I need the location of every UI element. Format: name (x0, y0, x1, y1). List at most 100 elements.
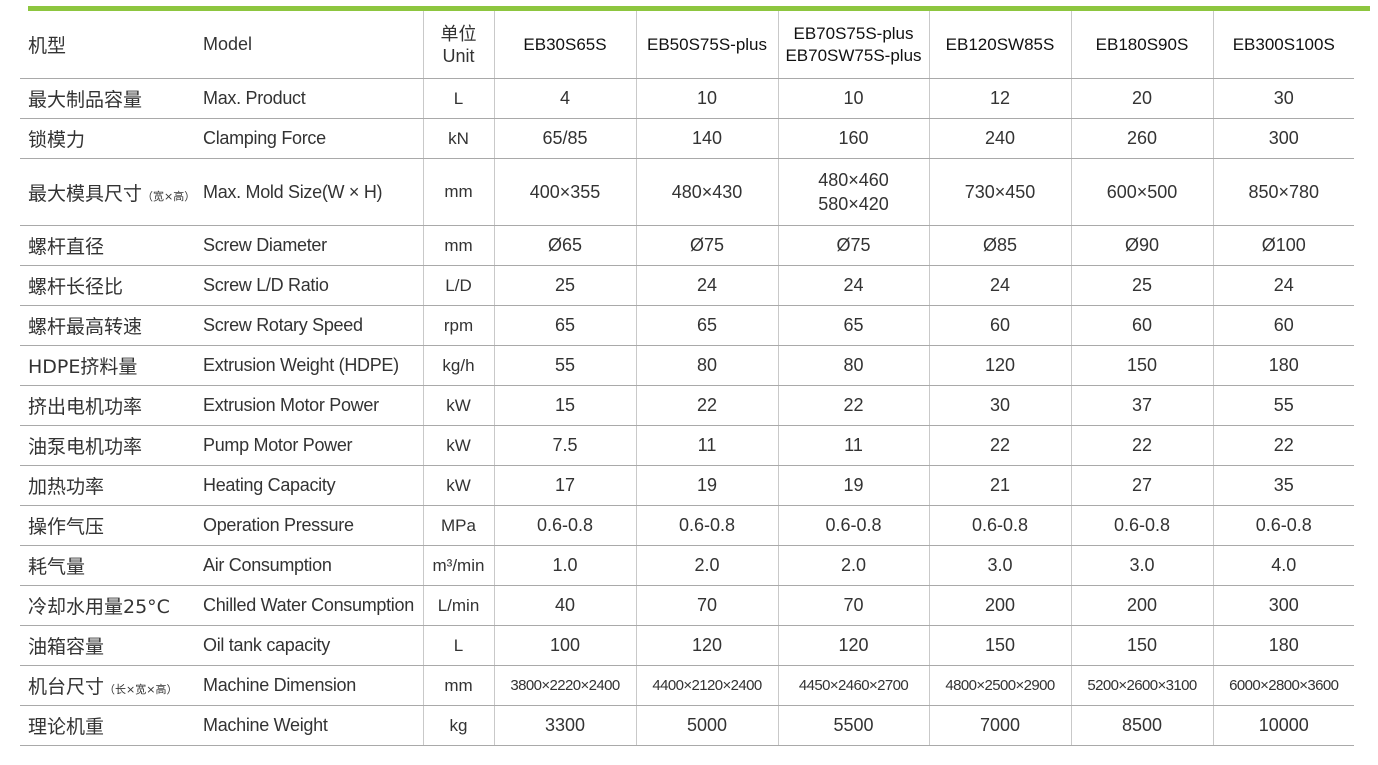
row-value: 19 (777, 465, 929, 506)
row-label-cn: 锁模力 (20, 118, 197, 159)
row-value: 2.0 (777, 545, 929, 586)
header-unit-cn: 单位 (440, 23, 477, 44)
row-value: 22 (1212, 425, 1354, 466)
table-row: 冷却水用量25°C Chilled Water Consumption L/min 4… (20, 585, 1354, 626)
row-value: 10 (635, 78, 778, 119)
header-row: 机型 Model 单位 Unit EB30S65S EB50S75S-plus … (20, 11, 1354, 79)
row-value: 600×500 (1070, 158, 1213, 226)
row-value: 180 (1212, 625, 1354, 666)
row-unit: L/min (422, 585, 494, 626)
row-value: 120 (635, 625, 778, 666)
table-row: 耗气量 Air Consumption m³/min 1.0 2.0 2.0 3.0 3.0 4… (20, 545, 1354, 586)
row-value: 70 (635, 585, 778, 626)
row-value: 4400×2120×2400 (635, 665, 778, 706)
row-value: 65 (493, 305, 636, 346)
row-value: 22 (928, 425, 1071, 466)
row-value: 200 (928, 585, 1071, 626)
table-row: 挤出电机功率 Extrusion Motor Power kW 15 22 22 30 37 5… (20, 385, 1354, 426)
table-row: 操作气压 Operation Pressure MPa 0.6-0.8 0.6-0.8 0… (20, 505, 1354, 546)
spec-table: 机型 Model 单位 Unit EB30S65S EB50S75S-plus … (20, 11, 1354, 746)
row-value: 55 (1212, 385, 1354, 426)
row-value: 21 (928, 465, 1071, 506)
table-row: 螺杆长径比 Screw L/D Ratio L/D 25 24 24 24 25 24 (20, 265, 1354, 306)
row-label-en: Chilled Water Consumption (197, 585, 423, 626)
row-unit: L (422, 78, 494, 119)
row-value: 480×460 580×420 (777, 158, 929, 226)
header-model-1: EB30S65S (493, 11, 636, 79)
row-label-cn: 油箱容量 (20, 625, 197, 666)
row-value: 4450×2460×2700 (777, 665, 929, 706)
row-value: 60 (928, 305, 1071, 346)
row-value: 12 (928, 78, 1071, 119)
row-unit: kW (422, 465, 494, 506)
header-unit-en: Unit (442, 45, 475, 66)
row-value: Ø75 (777, 225, 929, 266)
row-label-cn: 操作气压 (20, 505, 197, 546)
row-value: 25 (1070, 265, 1213, 306)
row-label-cn: 最大制品容量 (20, 78, 197, 119)
row-value: 240 (928, 118, 1071, 159)
row-value: 260 (1070, 118, 1213, 159)
row-value: 180 (1212, 345, 1354, 386)
row-value: 55 (493, 345, 636, 386)
row-value: 0.6-0.8 (777, 505, 929, 546)
header-model-cn: 机型 (20, 11, 197, 79)
table-row: 理论机重 Machine Weight kg 3300 5000 5500 7000 8500… (20, 705, 1354, 746)
table-row: 油箱容量 Oil tank capacity L 100 120 120 150 150 180 (20, 625, 1354, 666)
row-value: 0.6-0.8 (493, 505, 636, 546)
row-unit: L/D (422, 265, 494, 306)
row-value: 200 (1070, 585, 1213, 626)
row-value: 0.6-0.8 (1212, 505, 1354, 546)
row-value: 100 (493, 625, 636, 666)
row-value: Ø85 (928, 225, 1071, 266)
row-label-en: Max. Mold Size(W × H) (197, 158, 423, 226)
row-unit: MPa (422, 505, 494, 546)
row-value: 150 (928, 625, 1071, 666)
row-value: 80 (635, 345, 778, 386)
row-value: 140 (635, 118, 778, 159)
table-row: HDPE挤料量 Extrusion Weight (HDPE) kg/h 55 80 80… (20, 345, 1354, 386)
row-value: 0.6-0.8 (928, 505, 1071, 546)
row-label-note: （长×宽×高） (104, 683, 178, 696)
row-label-en: Screw Diameter (197, 225, 423, 266)
row-label-en: Pump Motor Power (197, 425, 423, 466)
row-value: 22 (1070, 425, 1213, 466)
table-row: 锁模力 Clamping Force kN 65/85 140 160 240 260 300 (20, 118, 1354, 159)
header-model-5: EB180S90S (1070, 11, 1213, 79)
row-value: 150 (1070, 345, 1213, 386)
row-value: 3800×2220×2400 (493, 665, 636, 706)
row-value: 150 (1070, 625, 1213, 666)
row-value: Ø90 (1070, 225, 1213, 266)
table-row: 油泵电机功率 Pump Motor Power kW 7.5 11 11 22 22 22 (20, 425, 1354, 466)
row-value: 3.0 (1070, 545, 1213, 586)
header-unit: 单位 Unit (422, 11, 494, 79)
row-value: 11 (777, 425, 929, 466)
row-label-cn: 螺杆直径 (20, 225, 197, 266)
row-value: 120 (928, 345, 1071, 386)
row-label-en: Screw Rotary Speed (197, 305, 423, 346)
row-value: 24 (1212, 265, 1354, 306)
row-value: 11 (635, 425, 778, 466)
row-value: 850×780 (1212, 158, 1354, 226)
row-value: Ø75 (635, 225, 778, 266)
row-value: 40 (493, 585, 636, 626)
row-value: 7.5 (493, 425, 636, 466)
row-value: 480×430 (635, 158, 778, 226)
row-value: 5500 (777, 705, 929, 746)
row-unit: kg/h (422, 345, 494, 386)
header-model-2: EB50S75S-plus (635, 11, 778, 79)
row-label-cn: 理论机重 (20, 705, 197, 746)
row-value: 27 (1070, 465, 1213, 506)
row-label-cn: 螺杆长径比 (20, 265, 197, 306)
row-unit: m³/min (422, 545, 494, 586)
row-label-cn: HDPE挤料量 (20, 345, 197, 386)
row-value: 24 (928, 265, 1071, 306)
header-model-3: EB70S75S-plus EB70SW75S-plus (777, 11, 929, 79)
row-value: 17 (493, 465, 636, 506)
row-value: 80 (777, 345, 929, 386)
row-label-en: Extrusion Weight (HDPE) (197, 345, 423, 386)
row-value: 22 (635, 385, 778, 426)
row-value: Ø65 (493, 225, 636, 266)
row-label-cn: 最大模具尺寸（宽×高） (20, 158, 197, 226)
row-label-cn: 挤出电机功率 (20, 385, 197, 426)
